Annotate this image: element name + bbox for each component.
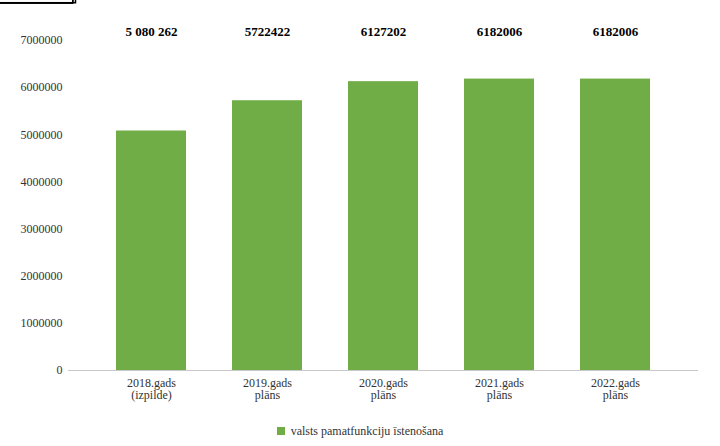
svg-text:1000000: 1000000 bbox=[21, 316, 63, 330]
svg-text:2000000: 2000000 bbox=[21, 269, 63, 283]
html-text:valsts pamatfunkciju īstenošan: valsts pamatfunkciju īstenošana bbox=[290, 423, 444, 438]
svg-text:2018.gads(izpilde): 2018.gads(izpilde) bbox=[127, 376, 176, 402]
svg-text:5722422: 5722422 bbox=[245, 24, 291, 39]
svg-text:2019.gadsplāns: 2019.gadsplāns bbox=[243, 376, 292, 402]
svg-text:2022.gadsplāns: 2022.gadsplāns bbox=[591, 376, 640, 402]
svg-text:0: 0 bbox=[57, 363, 63, 377]
svg-text:2021.gadsplāns: 2021.gadsplāns bbox=[475, 376, 524, 402]
svg-text:6127202: 6127202 bbox=[361, 24, 407, 39]
svg-text:5 080 262: 5 080 262 bbox=[126, 24, 178, 39]
svg-text:4000000: 4000000 bbox=[21, 175, 63, 189]
svg-text:7000000: 7000000 bbox=[21, 33, 63, 47]
svg-text:2020.gadsplāns: 2020.gadsplāns bbox=[359, 376, 408, 402]
svg-text:5000000: 5000000 bbox=[21, 128, 63, 142]
svg-text:3000000: 3000000 bbox=[21, 222, 63, 236]
svg-text:6182006: 6182006 bbox=[477, 24, 523, 39]
svg-text:6182006: 6182006 bbox=[593, 24, 639, 39]
svg-text:6000000: 6000000 bbox=[21, 80, 63, 94]
